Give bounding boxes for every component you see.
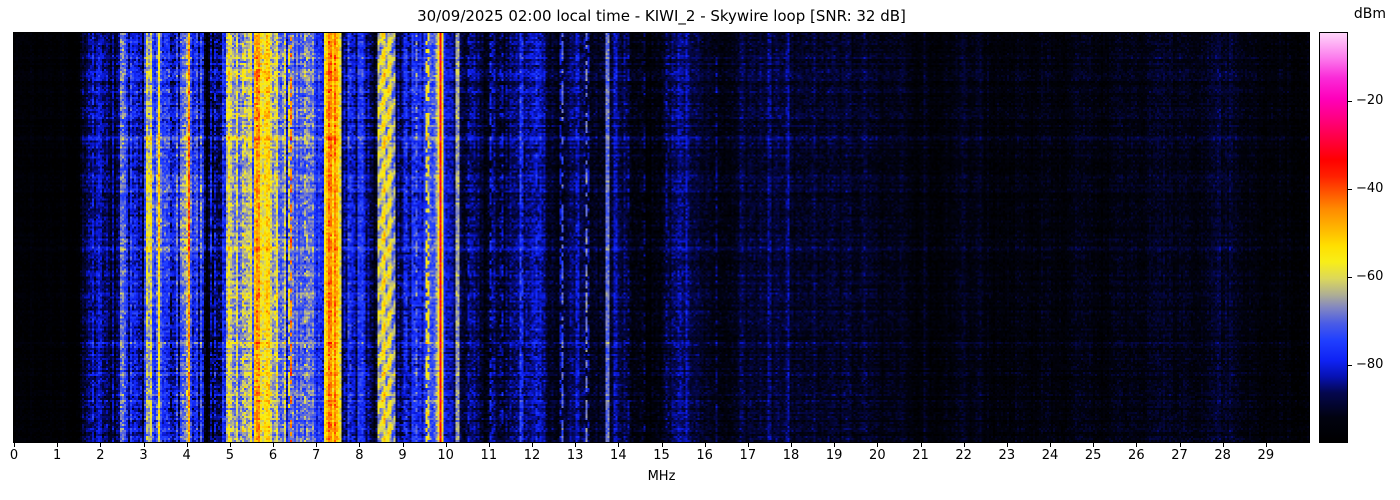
x-tick-label: 27 (1171, 448, 1188, 463)
x-tick-mark (488, 443, 490, 447)
x-tick-mark (1093, 443, 1095, 447)
x-tick-mark (661, 443, 663, 447)
x-tick-mark (704, 443, 706, 447)
x-tick-label: 5 (225, 448, 234, 463)
x-tick-label: 26 (1128, 448, 1145, 463)
x-tick-label: 2 (96, 448, 105, 463)
x-tick-mark (618, 443, 620, 447)
x-tick-mark (963, 443, 965, 447)
colorbar-tick-mark (1347, 277, 1352, 279)
waterfall-canvas (14, 33, 1309, 442)
x-tick-mark (273, 443, 274, 447)
x-tick-mark (143, 443, 145, 447)
x-tick-label: 18 (782, 448, 800, 463)
x-tick-label: 15 (653, 448, 670, 463)
x-tick-label: 1 (53, 448, 62, 463)
x-tick-label: 3 (139, 448, 148, 463)
x-tick-label: 21 (912, 448, 929, 463)
x-tick-label: 12 (523, 448, 541, 463)
colorbar-tick-label: −80 (1356, 357, 1384, 373)
x-tick-label: 28 (1214, 448, 1231, 463)
x-tick-label: 11 (480, 448, 498, 463)
x-tick-label: 22 (955, 448, 972, 463)
x-tick-mark (359, 443, 361, 447)
x-tick-label: 9 (398, 448, 407, 463)
colorbar-tick-mark (1347, 101, 1352, 103)
x-tick-label: 19 (825, 448, 843, 463)
x-tick-mark (747, 443, 749, 447)
x-tick-label: 6 (268, 448, 278, 463)
x-tick-mark (229, 443, 231, 447)
x-tick-mark (316, 443, 318, 447)
x-tick-mark (186, 443, 188, 447)
x-tick-label: 4 (182, 448, 191, 463)
x-tick-mark (575, 443, 577, 447)
x-tick-mark (834, 443, 836, 447)
x-tick-label: 29 (1257, 448, 1275, 463)
x-tick-mark (402, 443, 404, 447)
x-tick-mark (14, 443, 15, 447)
x-tick-label: 25 (1084, 448, 1102, 463)
colorbar-tick-label: −40 (1356, 181, 1384, 197)
x-tick-mark (1265, 443, 1267, 447)
x-axis-label: MHz (647, 469, 676, 484)
x-tick-mark (100, 443, 102, 447)
x-tick-label: 17 (739, 448, 757, 463)
x-tick-label: 10 (437, 448, 454, 463)
x-tick-mark (1222, 443, 1224, 447)
x-tick-mark (920, 443, 922, 447)
colorbar (1319, 32, 1348, 443)
x-tick-label: 7 (312, 448, 321, 463)
x-tick-mark (1179, 443, 1181, 447)
x-tick-label: 14 (610, 448, 627, 463)
waterfall-plot-area (13, 32, 1310, 443)
x-tick-mark (1136, 443, 1138, 447)
x-tick-mark (1006, 443, 1008, 447)
colorbar-tick-mark (1347, 189, 1352, 191)
x-tick-mark (532, 443, 533, 447)
x-tick-mark (791, 443, 792, 447)
x-tick-mark (445, 443, 447, 447)
x-tick-mark (1050, 443, 1051, 447)
colorbar-tick-label: −60 (1356, 269, 1384, 285)
x-tick-label: 16 (696, 448, 713, 463)
colorbar-tick-mark (1347, 365, 1352, 367)
plot-title: 30/09/2025 02:00 local time - KIWI_2 - S… (417, 7, 906, 25)
colorbar-unit-label: dBm (1353, 6, 1387, 22)
x-tick-label: 24 (1041, 448, 1059, 463)
x-tick-label: 23 (998, 448, 1016, 463)
x-tick-mark (57, 443, 59, 447)
x-tick-label: 20 (869, 448, 886, 463)
x-tick-label: 13 (566, 448, 584, 463)
x-tick-label: 0 (9, 448, 19, 463)
x-tick-label: 8 (355, 448, 364, 463)
colorbar-tick-label: −20 (1356, 93, 1384, 109)
x-tick-mark (877, 443, 879, 447)
